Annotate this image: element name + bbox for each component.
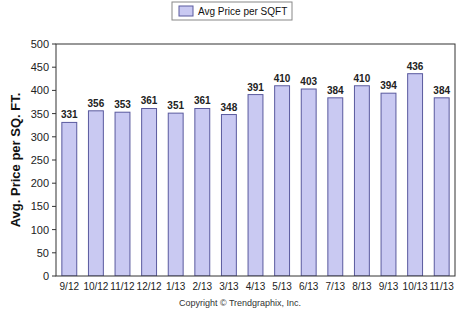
y-tick xyxy=(52,276,56,277)
bar xyxy=(88,111,103,276)
bar xyxy=(275,86,290,276)
y-tick xyxy=(52,44,56,45)
y-tick-label: 400 xyxy=(31,84,49,96)
bar xyxy=(168,113,183,276)
y-tick-label: 250 xyxy=(31,154,49,166)
bar xyxy=(381,93,396,276)
data-label: 410 xyxy=(274,73,291,84)
y-tick xyxy=(52,252,56,253)
y-axis-label: Avg. Price per SQ. FT. xyxy=(8,93,23,228)
y-tick xyxy=(52,160,56,161)
data-label: 353 xyxy=(114,99,131,110)
y-tick-label: 100 xyxy=(31,224,49,236)
data-label: 436 xyxy=(407,61,424,72)
data-label: 403 xyxy=(300,76,317,87)
data-label: 361 xyxy=(141,95,158,106)
x-tick-label: 1/13 xyxy=(166,281,186,292)
y-tick xyxy=(52,90,56,91)
legend: Avg Price per SQFT xyxy=(172,2,292,20)
data-label: 348 xyxy=(221,102,238,113)
data-label: 331 xyxy=(61,109,78,120)
x-tick-label: 4/13 xyxy=(246,281,266,292)
x-tick-label: 10/12 xyxy=(83,281,108,292)
x-tick-label: 12/12 xyxy=(137,281,162,292)
bar xyxy=(434,98,449,276)
y-tick-label: 150 xyxy=(31,200,49,212)
chart-svg: 0 50 100 150 200 250 300 350 400 450 500 331 356 353 3… xyxy=(0,0,461,314)
x-tick-label: 8/13 xyxy=(352,281,372,292)
bar xyxy=(62,122,77,276)
plot-frame xyxy=(56,44,455,276)
y-tick-label: 0 xyxy=(43,270,49,282)
bar xyxy=(115,112,130,276)
x-tick-label: 10/13 xyxy=(403,281,428,292)
y-tick-label: 200 xyxy=(31,177,49,189)
x-tick-label: 11/12 xyxy=(110,281,135,292)
bar xyxy=(301,89,316,276)
legend-swatch xyxy=(179,6,193,16)
bar xyxy=(248,95,263,276)
data-label: 391 xyxy=(247,82,264,93)
x-tick-label: 7/13 xyxy=(326,281,346,292)
y-tick-label: 500 xyxy=(31,38,49,50)
legend-label: Avg Price per SQFT xyxy=(198,6,287,17)
chart-container: 0 50 100 150 200 250 300 350 400 450 500 331 356 353 3… xyxy=(0,0,461,314)
x-tick-label: 6/13 xyxy=(299,281,319,292)
y-tick-label: 450 xyxy=(31,61,49,73)
y-tick-label: 300 xyxy=(31,131,49,143)
x-tick-label: 11/13 xyxy=(430,281,455,292)
bar xyxy=(221,115,236,276)
y-tick xyxy=(52,136,56,137)
bar xyxy=(195,108,210,276)
x-tick-label: 5/13 xyxy=(272,281,292,292)
data-label: 394 xyxy=(380,80,397,91)
y-tick xyxy=(52,67,56,68)
legend-box xyxy=(172,2,292,20)
bar xyxy=(354,86,369,276)
bar xyxy=(408,74,423,276)
data-label: 410 xyxy=(354,73,371,84)
annotation: Copyright © Trendgraphix, Inc. xyxy=(179,298,301,308)
x-tick-label: 9/12 xyxy=(60,281,80,292)
bars xyxy=(62,74,449,276)
y-tick-label: 350 xyxy=(31,108,49,120)
x-tick-label: 3/13 xyxy=(219,281,239,292)
x-tick-label: 2/13 xyxy=(193,281,213,292)
data-label: 384 xyxy=(327,85,344,96)
y-tick-label: 50 xyxy=(37,247,49,259)
bar xyxy=(328,98,343,276)
y-tick xyxy=(52,183,56,184)
data-label: 361 xyxy=(194,95,211,106)
x-tick-label: 9/13 xyxy=(379,281,399,292)
data-label: 384 xyxy=(433,85,450,96)
data-label: 356 xyxy=(88,98,105,109)
data-label: 351 xyxy=(167,100,184,111)
bar xyxy=(142,108,157,276)
y-tick xyxy=(52,229,56,230)
y-tick xyxy=(52,113,56,114)
y-tick xyxy=(52,206,56,207)
